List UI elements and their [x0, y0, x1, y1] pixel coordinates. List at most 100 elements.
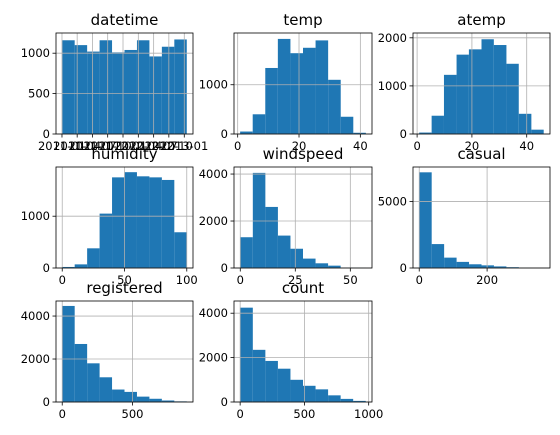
histogram-bar [457, 55, 469, 134]
y-tick-label: 4000 [199, 167, 228, 181]
histogram-bar [112, 177, 124, 268]
histogram-bar [531, 130, 543, 134]
histogram-bar [265, 68, 278, 134]
x-tick-label: 40 [353, 139, 368, 153]
subplot-title: windspeed [263, 145, 344, 163]
histogram-bar [149, 177, 161, 268]
histogram-bar [253, 114, 266, 134]
histogram-bar [174, 232, 186, 268]
x-tick-label: 500 [293, 407, 315, 421]
histogram-bar [444, 258, 456, 268]
y-tick-label: 2000 [199, 214, 228, 228]
histogram-bar [303, 48, 316, 134]
histogram-bar [137, 176, 149, 268]
subplot-title: datetime [91, 11, 159, 29]
y-tick-label: 1000 [21, 209, 50, 223]
histogram-bar [174, 39, 186, 134]
y-tick-label: 2000 [378, 31, 407, 45]
histogram-bar [125, 172, 137, 268]
histogram-bar [100, 40, 112, 134]
y-tick-label: 2000 [21, 352, 50, 366]
y-tick-label: 0 [43, 395, 50, 409]
subplot-title: temp [283, 11, 322, 29]
histogram-bar [316, 263, 329, 268]
x-tick-label: 40 [519, 139, 534, 153]
histogram-bar [100, 214, 112, 268]
histogram-bar [240, 237, 253, 268]
y-tick-label: 5000 [378, 195, 407, 209]
x-tick-label: 2013-01 [160, 139, 208, 153]
x-tick-label: 200 [476, 273, 498, 287]
histogram-bar [278, 369, 291, 402]
histogram-bar [316, 40, 329, 134]
histogram-bar [482, 39, 494, 134]
x-tick-label: 500 [122, 407, 144, 421]
histogram-bar [240, 308, 253, 402]
subplot-atemp: 0 20 40 0 1000 2000 atemp [378, 11, 550, 153]
subplot-registered: 0 500 0 2000 4000 registered [21, 279, 193, 421]
subplot-temp: 0 20 40 0 1000 temp [199, 11, 372, 153]
y-tick-label: 0 [43, 261, 50, 275]
y-tick-label: 0 [221, 261, 228, 275]
x-tick-label: 0 [416, 273, 423, 287]
histogram-bar [149, 399, 161, 402]
histogram-bar [303, 259, 316, 268]
x-tick-label: 0 [413, 139, 420, 153]
y-tick-label: 0 [400, 261, 407, 275]
histogram-bar [494, 45, 507, 134]
subplot-casual: 0 200 0 5000 casual [378, 145, 550, 287]
x-tick-label: 0 [236, 407, 243, 421]
y-tick-label: 2000 [199, 351, 228, 365]
histogram-bar [162, 47, 174, 134]
histogram-bar [341, 399, 354, 402]
histogram-bar [278, 236, 291, 268]
histogram-bar [87, 52, 99, 134]
subplot-title: atemp [457, 11, 505, 29]
histogram-bar [303, 386, 316, 402]
histogram-bar [87, 363, 99, 402]
histogram-bar [137, 40, 149, 134]
histogram-bar [75, 344, 87, 402]
histogram-bar [290, 53, 303, 134]
y-tick-label: 1000 [378, 79, 407, 93]
histogram-bar [469, 264, 481, 268]
subplot-title: casual [457, 145, 505, 163]
histogram-bar [253, 173, 266, 268]
histogram-bar [125, 392, 137, 402]
histogram-bar [125, 50, 137, 134]
y-tick-label: 0 [221, 395, 228, 409]
histogram-bar [316, 389, 329, 402]
x-tick-label: 50 [343, 273, 358, 287]
x-tick-label: 1000 [354, 407, 383, 421]
histogram-bar [137, 397, 149, 402]
subplot-datetime: 2011-012011-042011-072011-102012-012012-… [21, 11, 209, 153]
histogram-bar [62, 306, 74, 402]
y-tick-label: 500 [28, 87, 50, 101]
histogram-bar [432, 244, 444, 268]
histogram-bar [100, 377, 112, 402]
histogram-bar [149, 56, 161, 134]
histogram-bar [506, 64, 518, 134]
histogram-bar [457, 262, 469, 268]
histogram-bar [341, 117, 354, 134]
x-tick-label: 0 [237, 273, 244, 287]
y-tick-label: 4000 [199, 306, 228, 320]
histogram-bar [419, 172, 431, 268]
histogram-bar [162, 180, 174, 268]
subplot-title: humidity [91, 145, 157, 163]
histogram-bar [265, 207, 278, 268]
subplot-title: count [282, 279, 324, 297]
y-tick-label: 0 [221, 127, 228, 141]
histogram-bar [328, 80, 341, 134]
histogram-bar [432, 116, 444, 134]
histogram-bar [75, 264, 87, 268]
x-tick-label: 0 [59, 273, 66, 287]
histogram-bar [519, 114, 532, 134]
subplot-title: registered [86, 279, 162, 297]
histogram-bar [290, 249, 303, 268]
histogram-bar [328, 395, 341, 402]
histogram-bar [265, 361, 278, 402]
y-tick-label: 0 [400, 127, 407, 141]
